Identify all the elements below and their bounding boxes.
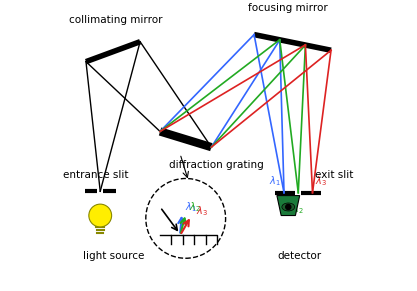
Text: focusing mirror: focusing mirror xyxy=(249,3,328,13)
Text: exit slit: exit slit xyxy=(315,170,354,180)
Text: entrance slit: entrance slit xyxy=(63,170,129,180)
Text: detector: detector xyxy=(277,251,321,261)
Circle shape xyxy=(89,204,112,227)
Text: $\lambda_2$: $\lambda_2$ xyxy=(189,200,201,214)
Text: $\lambda_1$: $\lambda_1$ xyxy=(185,200,197,214)
Text: $\lambda_1$: $\lambda_1$ xyxy=(269,174,281,188)
Circle shape xyxy=(286,204,291,210)
Text: $\lambda_3$: $\lambda_3$ xyxy=(196,204,208,218)
Text: $\lambda_2$: $\lambda_2$ xyxy=(292,203,304,217)
Text: collimating mirror: collimating mirror xyxy=(69,15,162,25)
Text: $\lambda_3$: $\lambda_3$ xyxy=(315,174,327,188)
Polygon shape xyxy=(277,196,300,216)
Text: diffraction grating: diffraction grating xyxy=(168,160,264,170)
Text: light source: light source xyxy=(83,251,145,261)
Ellipse shape xyxy=(282,203,295,211)
